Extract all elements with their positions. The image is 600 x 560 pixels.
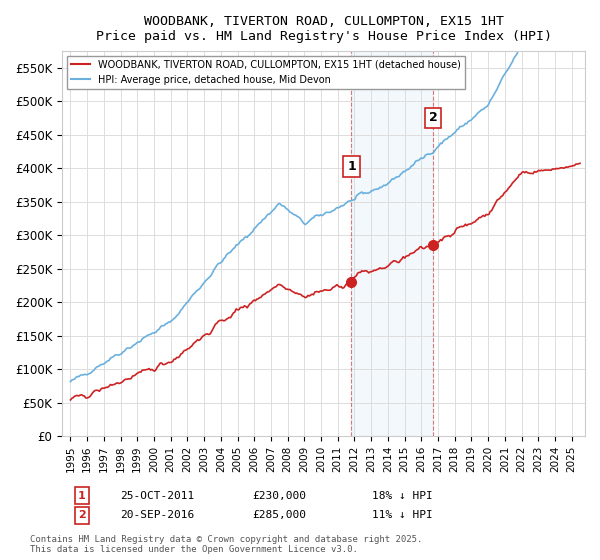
Text: Contains HM Land Registry data © Crown copyright and database right 2025.
This d: Contains HM Land Registry data © Crown c… bbox=[30, 535, 422, 554]
Text: £285,000: £285,000 bbox=[252, 510, 306, 520]
Text: 1: 1 bbox=[78, 491, 86, 501]
Legend: WOODBANK, TIVERTON ROAD, CULLOMPTON, EX15 1HT (detached house), HPI: Average pri: WOODBANK, TIVERTON ROAD, CULLOMPTON, EX1… bbox=[67, 56, 465, 88]
Text: 18% ↓ HPI: 18% ↓ HPI bbox=[372, 491, 433, 501]
Bar bbox=[352, 51, 433, 436]
Text: 1: 1 bbox=[347, 160, 356, 173]
Text: 20-SEP-2016: 20-SEP-2016 bbox=[120, 510, 194, 520]
Text: 2: 2 bbox=[78, 510, 86, 520]
Text: 2: 2 bbox=[429, 111, 437, 124]
Text: £230,000: £230,000 bbox=[252, 491, 306, 501]
Title: WOODBANK, TIVERTON ROAD, CULLOMPTON, EX15 1HT
Price paid vs. HM Land Registry's : WOODBANK, TIVERTON ROAD, CULLOMPTON, EX1… bbox=[95, 15, 551, 43]
Text: 11% ↓ HPI: 11% ↓ HPI bbox=[372, 510, 433, 520]
Text: 25-OCT-2011: 25-OCT-2011 bbox=[120, 491, 194, 501]
